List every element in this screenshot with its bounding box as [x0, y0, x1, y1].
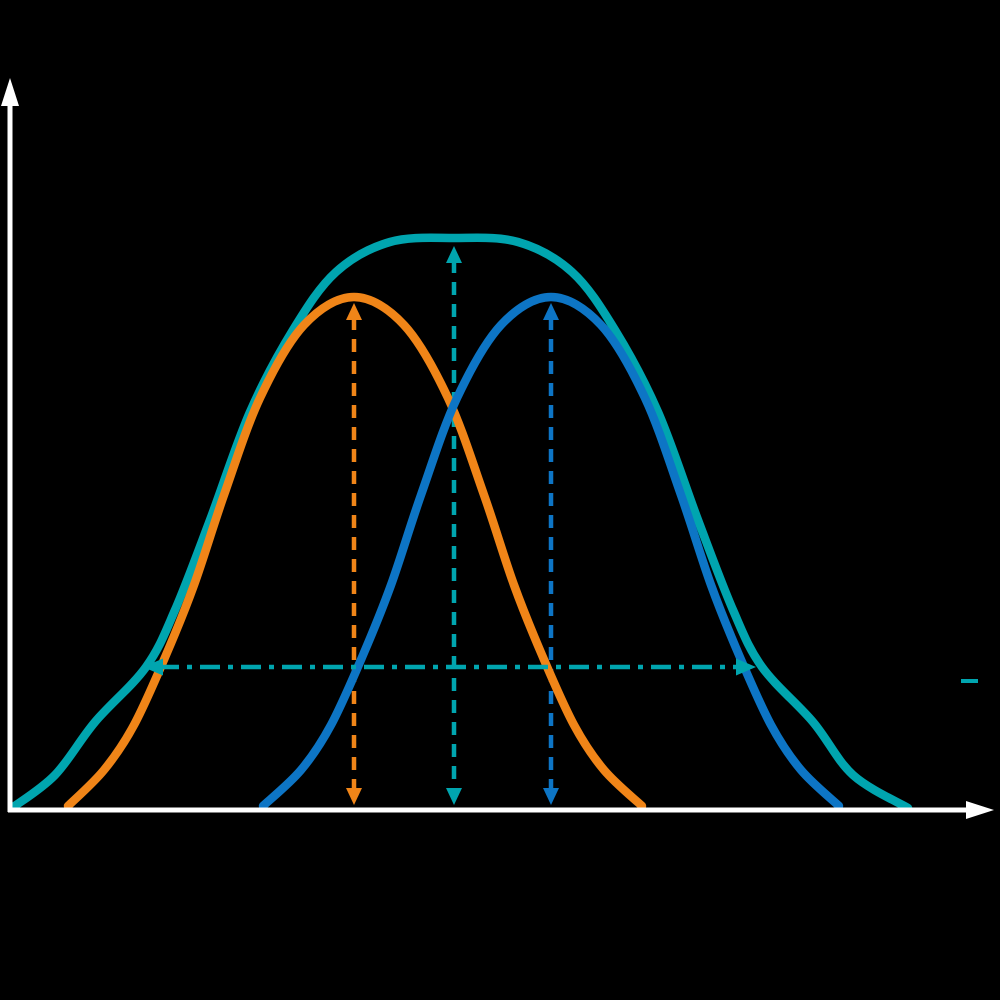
orange-peak-height-arrow-down-arrowhead-icon — [346, 788, 362, 805]
blue-peak-height-arrow-down-arrowhead-icon — [543, 788, 559, 805]
teal-peak-height-arrow-up-arrowhead-icon — [446, 246, 462, 263]
teal-peak-height-arrow-down-arrowhead-icon — [446, 788, 462, 805]
y-axis-arrowhead-icon — [1, 78, 19, 106]
orange-peak-height-arrow-up-arrowhead-icon — [346, 303, 362, 320]
wide-teal-distribution-curve — [7, 233, 913, 813]
x-axis-arrowhead-icon — [966, 801, 994, 819]
teal-width-arrow-left-arrowhead-icon — [143, 658, 163, 676]
side-tick-dash-icon — [961, 679, 978, 683]
orange-distribution-curve — [63, 292, 647, 811]
teal-width-arrow-right-arrowhead-icon — [736, 658, 756, 676]
blue-peak-height-arrow-up-arrowhead-icon — [543, 303, 559, 320]
blue-distribution-curve — [258, 292, 844, 811]
